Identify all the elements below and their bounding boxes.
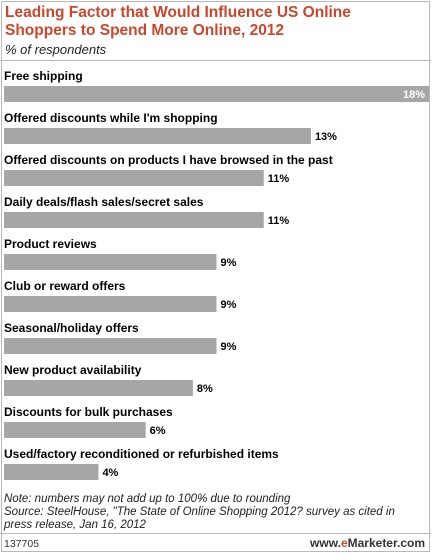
title-divider (0, 60, 431, 61)
value-label: 6% (150, 425, 166, 437)
bar (4, 170, 264, 186)
bar (4, 128, 311, 144)
category-label: Daily deals/flash sales/secret sales (4, 195, 204, 209)
category-label: Offered discounts on products I have bro… (4, 153, 333, 167)
value-label: 4% (102, 467, 118, 479)
value-label: 9% (221, 257, 237, 269)
note-rounding: Note: numbers may not add up to 100% due… (4, 493, 291, 505)
note-source: Source: SteelHouse, "The State of Online… (4, 506, 395, 518)
chart-title: Leading Factor that Would Influence US O… (5, 4, 351, 39)
category-label: Used/factory reconditioned or refurbishe… (4, 447, 279, 461)
category-label: Seasonal/holiday offers (4, 321, 139, 335)
category-label: Club or reward offers (4, 279, 126, 293)
bar (4, 464, 99, 480)
brand-e: e (340, 536, 348, 550)
value-label: 8% (197, 383, 213, 395)
bar (4, 254, 217, 270)
footer-divider (0, 533, 431, 534)
bar (4, 86, 429, 102)
brand-prefix: www. (310, 536, 341, 550)
bar-chart: Free shipping 18% Offered discounts while … (4, 69, 429, 480)
chart-subtitle: % of respondents (5, 42, 107, 57)
bar (4, 338, 217, 354)
bar (4, 296, 217, 312)
value-label: 18% (403, 89, 425, 101)
brand-logo: www.eMarketer.com (310, 536, 425, 550)
category-label: Product reviews (4, 237, 97, 251)
category-label: New product availability (4, 363, 142, 377)
bar (4, 422, 146, 438)
value-label: 11% (268, 173, 290, 185)
value-label: 11% (268, 215, 290, 227)
category-label: Offered discounts while I'm shopping (4, 111, 218, 125)
note-source-date: press release, Jan 16, 2012 (4, 519, 146, 531)
value-label: 9% (221, 341, 237, 353)
bar (4, 212, 264, 228)
chart-notes: Note: numbers may not add up to 100% due… (4, 493, 429, 532)
value-label: 9% (221, 299, 237, 311)
value-label: 13% (315, 131, 337, 143)
bar (4, 380, 193, 396)
category-label: Free shipping (4, 69, 83, 83)
chart-id: 137705 (4, 538, 40, 550)
brand-rest: Marketer.com (347, 536, 425, 550)
category-label: Discounts for bulk purchases (4, 405, 173, 419)
